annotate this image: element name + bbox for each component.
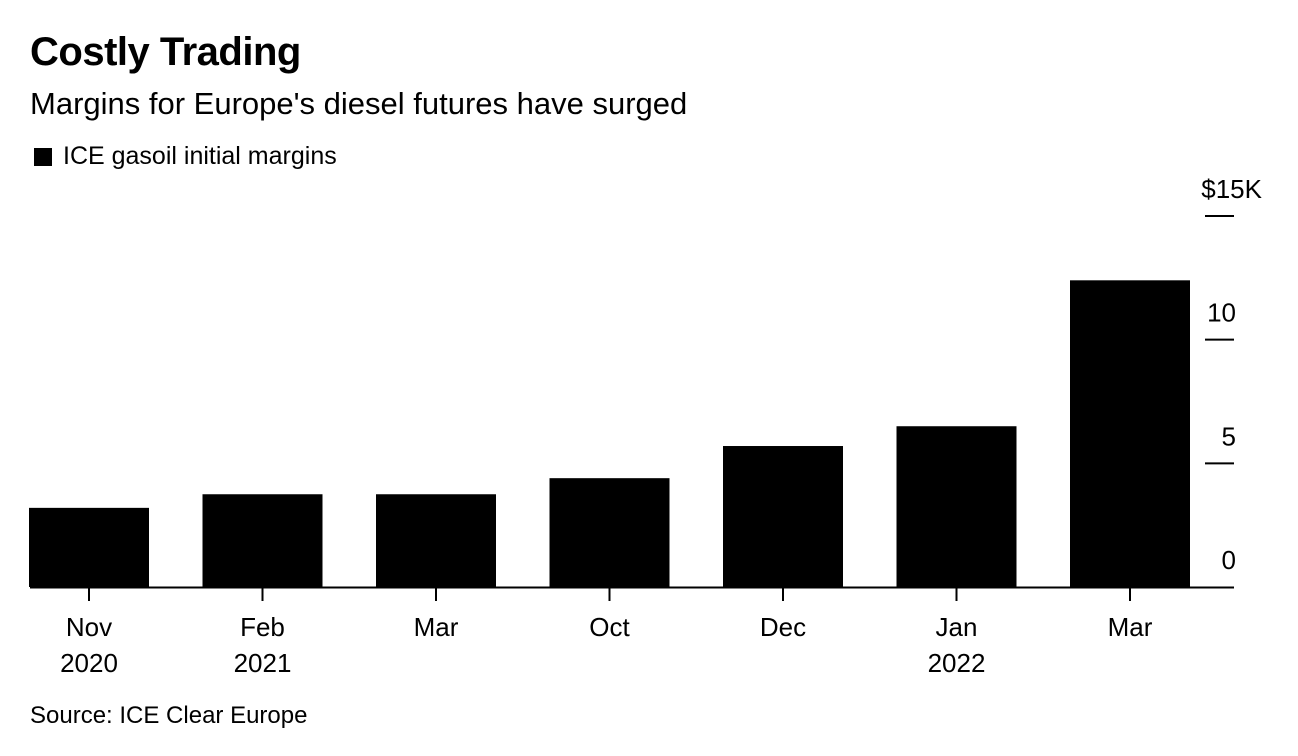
x-tick-label-month-6: Jan [936, 612, 978, 642]
y-tick-label-10: 10 [1207, 298, 1236, 328]
x-tick-label-month-2: Feb [240, 612, 285, 642]
bar-7 [1070, 280, 1190, 587]
x-tick-label-month-1: Nov [66, 612, 112, 642]
chart-title: Costly Trading [30, 30, 301, 74]
bar-6 [896, 426, 1017, 587]
bar-1 [29, 507, 149, 587]
y-tick-label-5: 5 [1222, 421, 1236, 451]
x-tick-label-year-6: 2022 [928, 648, 986, 678]
bar-4 [549, 478, 670, 587]
legend-swatch [34, 147, 52, 166]
x-tick-label-month-4: Oct [589, 612, 630, 642]
x-tick-label-year-1: 2020 [60, 648, 118, 678]
x-tick-label-month-5: Dec [760, 612, 806, 642]
chart-subtitle: Margins for Europe's diesel futures have… [30, 86, 688, 121]
source-note: Source: ICE Clear Europe [30, 702, 308, 729]
y-tick-label-15: $15K [1201, 174, 1262, 204]
bar-3 [376, 494, 496, 587]
legend-label: ICE gasoil initial margins [63, 142, 337, 170]
x-tick-label-month-7: Mar [1108, 612, 1153, 642]
y-tick-label-0: 0 [1222, 545, 1236, 575]
x-tick-label-year-2: 2021 [234, 648, 292, 678]
x-tick-label-month-3: Mar [414, 612, 459, 642]
legend: ICE gasoil initial margins [34, 142, 337, 171]
bar-5 [723, 446, 843, 587]
bar-2 [202, 494, 323, 587]
